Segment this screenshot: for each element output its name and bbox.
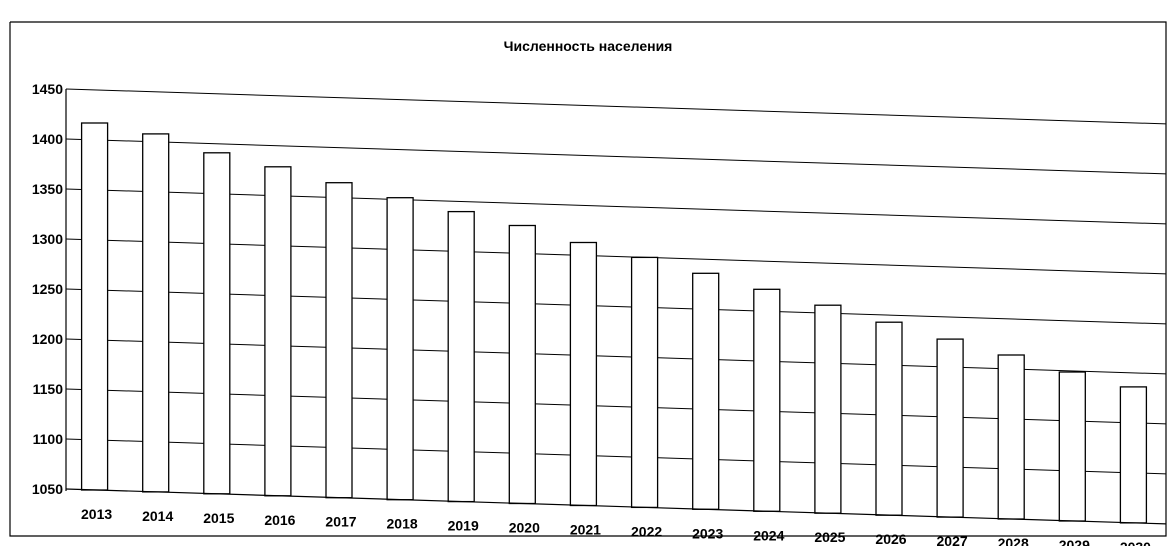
y-tick-label: 1450 (32, 81, 63, 97)
x-tick-label: 2016 (264, 512, 295, 528)
gridline (65, 438, 1167, 475)
x-tick-label: 2017 (325, 514, 356, 530)
bars (80, 122, 1148, 524)
chart-border (9, 21, 1167, 537)
x-tick-label: 2021 (570, 522, 601, 538)
x-tick-label: 2025 (814, 529, 845, 545)
x-tick-label: 2028 (998, 535, 1029, 546)
y-tick-labels: 1050 1100 1150 1200 1250 1300 1350 1400 1450 (32, 81, 63, 497)
x-tick-labels: 2013 2014 2015 2016 2017 2018 2019 2020 2021 2022… (81, 506, 1151, 551)
bar (569, 241, 598, 507)
x-tick-label: 2026 (875, 531, 906, 546)
gridline (65, 238, 1167, 275)
x-tick-label: 2020 (509, 520, 540, 536)
x-tick-label: 2015 (203, 510, 234, 526)
y-tick-label: 1350 (32, 181, 63, 197)
x-tick-label: 2023 (692, 525, 723, 541)
x-tick-label: 2030 (1120, 539, 1151, 546)
y-tick-label: 1150 (33, 381, 64, 397)
bar (142, 133, 170, 493)
x-tick-label: 2014 (142, 508, 173, 524)
bar (936, 338, 964, 518)
x-tick-label: 2024 (753, 527, 784, 543)
y-tick-label: 1100 (33, 431, 64, 447)
bar (753, 288, 781, 512)
bar (814, 304, 842, 514)
x-tick-label: 2018 (387, 516, 418, 532)
y-tick-label: 1050 (32, 481, 63, 497)
bar (630, 256, 659, 509)
gridline (65, 388, 1167, 425)
gridline (65, 188, 1167, 225)
bar (447, 210, 475, 503)
x-tick-label: 2027 (937, 533, 968, 546)
gridline (65, 88, 1167, 125)
bar (80, 122, 109, 491)
axes (65, 89, 1167, 525)
bar (325, 182, 353, 499)
bar (997, 354, 1025, 520)
y-tick-label: 1300 (32, 231, 63, 247)
bar (386, 197, 414, 501)
y-tick-label: 1200 (32, 331, 63, 347)
bar (1058, 371, 1086, 522)
bar (203, 152, 231, 495)
gridline (65, 288, 1167, 325)
y-tick-label: 1250 (32, 281, 63, 297)
x-tick-label: 2013 (81, 506, 112, 522)
bar (508, 224, 536, 505)
x-tick-label: 2029 (1059, 537, 1090, 546)
gridlines (65, 88, 1167, 475)
bar (692, 272, 720, 510)
gridline (65, 138, 1167, 175)
gridline (65, 338, 1167, 375)
bar (264, 166, 292, 497)
x-tick-label: 2022 (631, 523, 662, 539)
bar (875, 321, 903, 516)
y-tick-label: 1400 (32, 131, 63, 147)
bar (1119, 386, 1148, 524)
x-axis-line (65, 488, 1167, 525)
chart-title: Численность населения (504, 38, 673, 54)
x-tick-label: 2019 (448, 518, 479, 534)
